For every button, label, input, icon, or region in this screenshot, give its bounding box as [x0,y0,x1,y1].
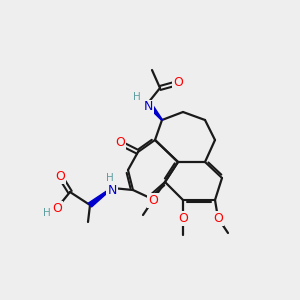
Text: H: H [106,173,114,183]
Text: O: O [52,202,62,214]
Text: O: O [173,76,183,89]
Text: N: N [143,100,153,113]
Text: N: N [107,184,117,196]
Text: H: H [133,92,141,102]
Text: O: O [55,169,65,182]
Polygon shape [88,188,112,207]
Text: H: H [43,208,51,218]
Text: O: O [115,136,125,149]
Text: O: O [213,212,223,224]
Text: O: O [178,212,188,224]
Polygon shape [146,101,162,120]
Text: O: O [148,194,158,206]
